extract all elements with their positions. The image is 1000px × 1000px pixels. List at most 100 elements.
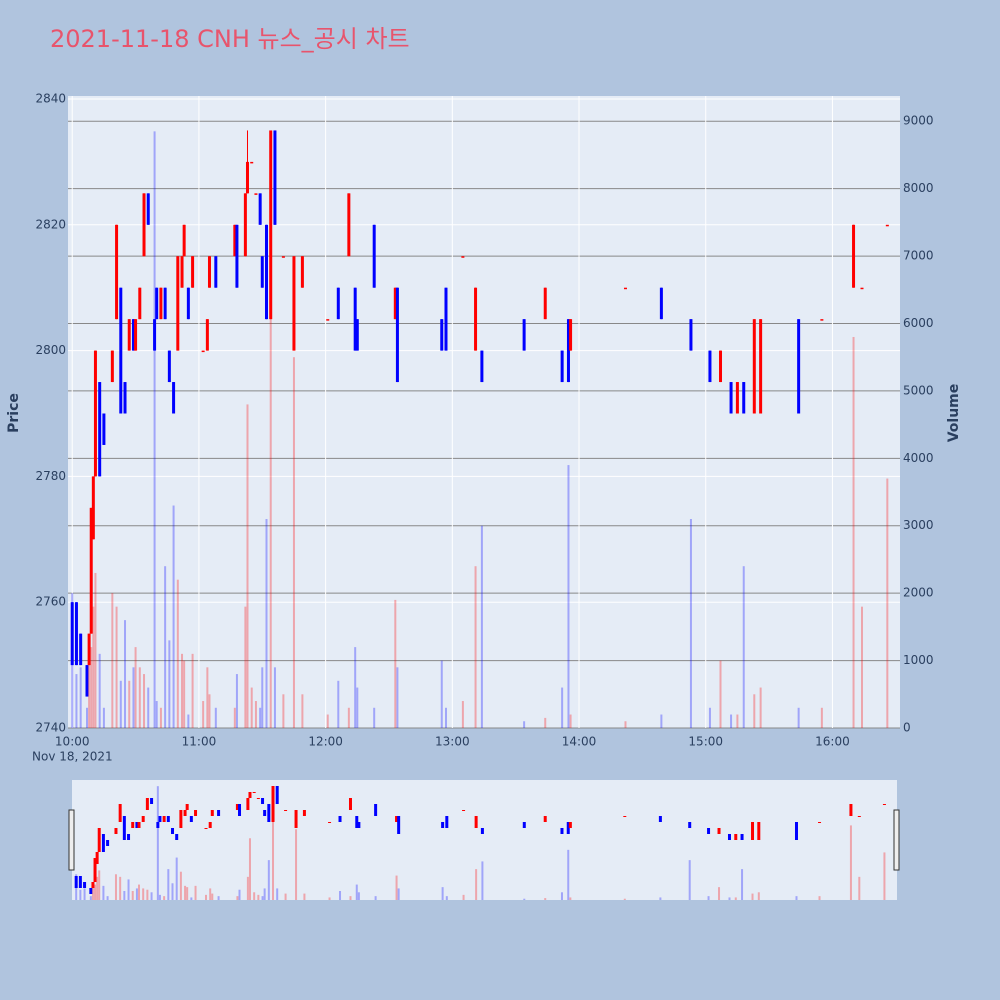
volume-bar (444, 707, 447, 728)
range-volume-bar (138, 884, 141, 900)
candle-body (167, 350, 171, 383)
volume-bar (143, 674, 146, 728)
range-volume-bar (175, 857, 178, 900)
volume-bar (115, 606, 118, 728)
candle-body (182, 224, 186, 257)
range-volume-bar (114, 874, 117, 900)
candle-body (281, 256, 285, 258)
candle-body (214, 256, 218, 288)
volume-bar (373, 707, 376, 728)
volume-bar (138, 667, 141, 728)
range-candle (284, 810, 288, 811)
candle-body (254, 193, 258, 195)
range-candle (348, 798, 352, 810)
candle-body (719, 350, 723, 383)
range-volume-bar (171, 883, 174, 900)
candle-body (153, 319, 157, 351)
range-volume-bar (688, 860, 691, 900)
range-candle (522, 822, 526, 828)
range-candle (179, 810, 183, 828)
range-volume-bar (623, 898, 626, 900)
range-candle (474, 816, 478, 828)
y-axis-title: Price (6, 393, 22, 433)
range-candle (328, 822, 332, 823)
candle-body (258, 193, 262, 225)
candle-body (440, 319, 444, 351)
candle-body (326, 319, 330, 321)
range-candle (185, 804, 189, 810)
range-candle (397, 816, 401, 834)
volume-bar (567, 465, 570, 728)
volume-bar (624, 721, 627, 728)
volume-bar (132, 667, 135, 728)
range-volume-bar (184, 885, 187, 900)
candle-body (87, 633, 91, 666)
volume-bar (544, 717, 547, 728)
range-volume-bar (205, 894, 208, 900)
range-volume-bar (276, 888, 279, 900)
candle-body (159, 287, 163, 320)
candle-body (885, 224, 889, 227)
candle-body (752, 319, 756, 414)
volume-bar (172, 505, 175, 728)
candle-body (355, 319, 359, 351)
candle-body (347, 193, 351, 257)
volume-bar (269, 175, 272, 728)
range-handle[interactable] (68, 809, 75, 871)
y2-axis-title: Volume (946, 384, 962, 443)
chart-title: 2021-11-18 CNH 뉴스_공시 차트 (50, 25, 410, 53)
y2-tick-label: 4000 (903, 451, 934, 465)
y2-tick-label: 2000 (903, 586, 934, 600)
range-candle (158, 816, 162, 822)
range-candle (204, 828, 208, 829)
range-candle (357, 822, 361, 828)
range-volume-bar (167, 869, 170, 900)
candle-body (142, 193, 146, 257)
range-candle (707, 828, 711, 834)
candle-body (569, 319, 573, 351)
range-volume-bar (98, 870, 101, 900)
range-volume-bar (374, 896, 377, 900)
range-candle (210, 810, 214, 816)
range-volume-bar (718, 887, 721, 900)
range-volume-bar (659, 897, 662, 900)
volume-bar (886, 478, 889, 728)
candle-body (474, 287, 478, 351)
candle-body (205, 319, 209, 351)
range-candle (543, 816, 547, 822)
volume-bar (660, 714, 663, 728)
volume-bar (759, 687, 762, 728)
volume-bar (689, 519, 692, 728)
plot-area (68, 96, 900, 728)
candle-body (146, 193, 150, 225)
candle-body (395, 287, 399, 383)
range-candle (751, 822, 755, 840)
range-volume-bar (544, 898, 547, 900)
range-candle (106, 840, 110, 846)
range-volume-bar (303, 893, 306, 900)
range-volume-bar (127, 879, 130, 900)
volume-bar (233, 707, 236, 728)
range-slider[interactable] (72, 780, 897, 900)
range-volume-bar (741, 869, 744, 900)
range-volume-bar (707, 896, 710, 900)
candle-body (79, 633, 83, 666)
range-volume-bar (246, 876, 249, 900)
range-candle (83, 882, 87, 888)
range-candle (248, 792, 252, 798)
range-volume-bar (257, 894, 260, 900)
range-candle (740, 834, 744, 840)
volume-bar (261, 667, 264, 728)
y-tick-label: 2740 (35, 721, 66, 735)
range-candle (91, 882, 95, 888)
volume-bar (206, 667, 209, 728)
range-volume-bar (395, 875, 398, 900)
candle-body (566, 319, 570, 383)
range-volume-bar (94, 884, 97, 900)
range-candle (294, 810, 298, 828)
x-tick-label: 10:00 (55, 735, 90, 749)
volume-bar (246, 404, 249, 728)
range-handle[interactable] (893, 809, 900, 871)
y2-tick-label: 7000 (903, 249, 934, 263)
range-candle (235, 804, 239, 810)
